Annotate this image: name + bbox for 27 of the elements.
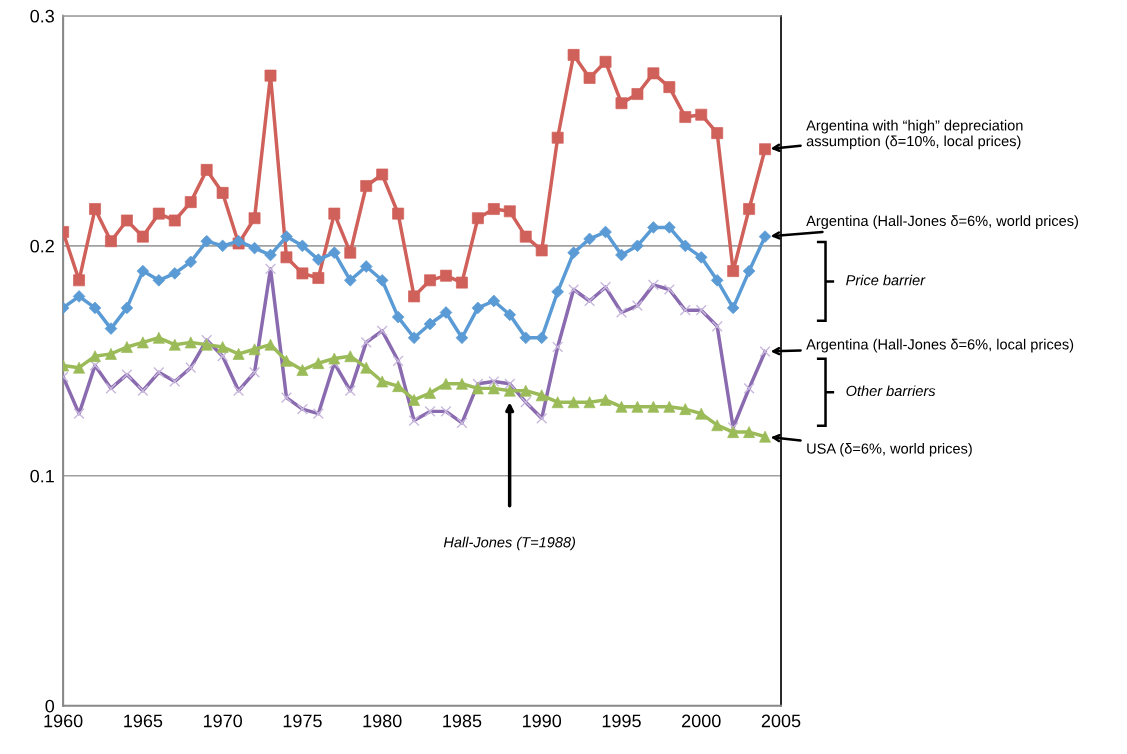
- annotation: Hall-Jones (T=1988): [443, 536, 576, 551]
- text: Price barrier: [846, 274, 926, 286]
- text: Argentina with “high” depreciation assumption (δ=10%, local prices): [806, 119, 1023, 150]
- y-tick-label: 0.1: [30, 469, 54, 483]
- point: [456, 276, 468, 289]
- text: USA (δ=6%, world prices): [807, 442, 972, 457]
- text: Other barriers: [846, 385, 936, 397]
- x-tick-label: 1980: [363, 714, 402, 728]
- x-tick-label: 1995: [602, 714, 641, 728]
- point: [424, 274, 436, 287]
- point: [440, 269, 452, 282]
- x-tick-label: 1990: [523, 714, 562, 728]
- y-tick-label: 0.3: [30, 9, 54, 23]
- y-tick-label: 0: [45, 699, 55, 713]
- text: Argentina (Hall-Jones δ=6%, local prices): [806, 338, 1074, 353]
- x-tick-label: 1970: [203, 714, 243, 728]
- x-tick-label: 1985: [443, 714, 482, 728]
- text: Argentina (Hall-Jones δ=6%, world prices): [806, 215, 1078, 229]
- x-tick-label: 1965: [124, 714, 163, 728]
- point: [424, 387, 436, 399]
- x-tick-label: 2005: [761, 714, 801, 728]
- x-tick-label: 1960: [44, 714, 83, 728]
- x-tick-label: 2000: [682, 714, 721, 728]
- x-tick-label: 1975: [283, 714, 322, 728]
- point: [679, 111, 692, 123]
- point: [312, 272, 325, 284]
- y-tick-label: 0.2: [30, 239, 54, 253]
